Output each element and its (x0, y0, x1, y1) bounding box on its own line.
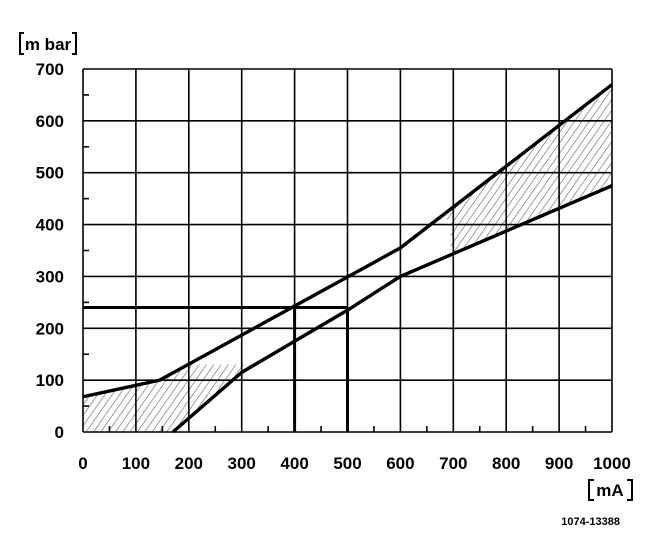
y-tick-label-1: 100 (36, 371, 64, 390)
y-tick-label-6: 600 (36, 112, 64, 131)
x-axis-label: mA (596, 481, 623, 500)
series-line-0 (82, 83, 614, 399)
grid (82, 68, 613, 433)
y-axis-unit: m bar (19, 32, 77, 55)
x-tick-label-6: 600 (386, 454, 414, 473)
y-tick-label-5: 500 (36, 164, 64, 183)
x-tick-label-2: 200 (175, 454, 203, 473)
reference-lines (83, 306, 349, 432)
y-axis-label: m bar (25, 35, 72, 54)
y-tick-label-0: 0 (55, 423, 64, 442)
y-tick-label-2: 200 (36, 319, 64, 338)
y-tick-label-7: 700 (36, 60, 64, 79)
x-tick-label-3: 300 (228, 454, 256, 473)
x-tick-label-4: 400 (280, 454, 308, 473)
x-tick-label-9: 900 (545, 454, 573, 473)
x-tick-label-5: 500 (333, 454, 361, 473)
x-axis-unit: mA (588, 479, 633, 501)
x-tick-label-10: 1000 (593, 454, 631, 473)
y-tick-label-3: 300 (36, 267, 64, 286)
y-axis-ticks: 0 100 200 300 400 500 600 700 (36, 60, 64, 442)
figure-reference-number: 1074-13388 (561, 516, 620, 528)
x-tick-label-8: 800 (492, 454, 520, 473)
x-axis-ticks: 0 100 200 300 400 500 600 700 800 900 1000 (78, 454, 631, 473)
y-tick-label-4: 400 (36, 216, 64, 235)
x-tick-label-7: 700 (439, 454, 467, 473)
x-tick-label-1: 100 (122, 454, 150, 473)
x-tick-label-0: 0 (78, 454, 87, 473)
